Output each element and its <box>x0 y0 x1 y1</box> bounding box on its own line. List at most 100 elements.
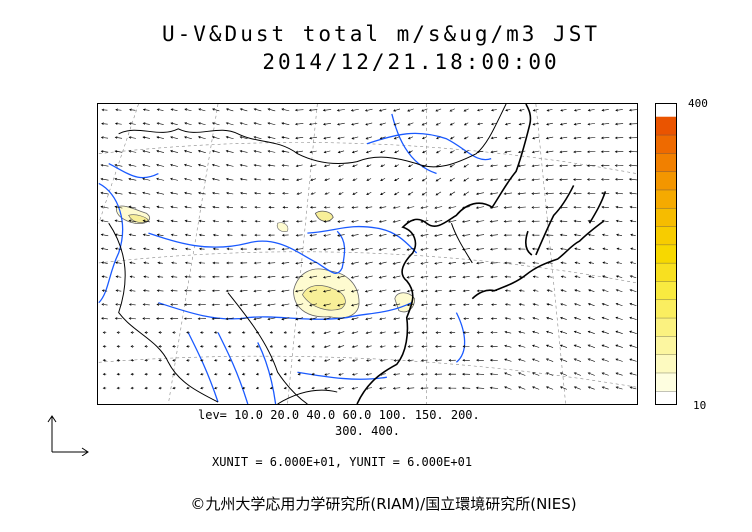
wind-arrow <box>241 358 246 362</box>
wind-arrow <box>241 372 246 376</box>
wind-arrow <box>184 177 192 181</box>
wind-arrow <box>532 261 539 265</box>
wind-arrow <box>532 275 539 278</box>
wind-arrow <box>407 345 414 348</box>
wind-arrow <box>212 191 220 195</box>
wind-arrow <box>144 386 149 390</box>
wind-arrow <box>434 234 443 237</box>
wind-arrow <box>449 150 455 154</box>
wind-arrow <box>101 108 108 112</box>
wind-arrow <box>615 358 623 362</box>
wind-arrow <box>393 345 400 348</box>
wind-arrow <box>378 275 387 279</box>
wind-arrow <box>379 303 387 307</box>
wind-arrow <box>504 317 511 320</box>
wind-arrow <box>573 122 582 126</box>
wind-arrow <box>420 220 429 223</box>
wind-arrow <box>559 178 568 181</box>
wind-arrow <box>504 136 512 140</box>
wind-arrow <box>365 206 373 209</box>
wind-arrow <box>629 289 637 293</box>
wind-arrow <box>297 372 301 376</box>
wind-arrow <box>601 108 609 112</box>
wind-arrow <box>310 192 316 195</box>
colorbar-band <box>656 135 676 154</box>
wind-arrow <box>531 192 540 195</box>
wind-arrow <box>448 220 457 223</box>
wind-arrow <box>364 247 373 251</box>
wind-arrow <box>392 289 401 293</box>
wind-arrow <box>475 247 484 251</box>
wind-arrow <box>337 303 345 307</box>
wind-arrow <box>197 135 206 140</box>
wind-arrow <box>503 233 512 237</box>
colorbar-band <box>656 299 676 319</box>
axis-arrows <box>47 415 89 456</box>
wind-arrow <box>172 331 176 334</box>
wind-arrow <box>545 386 554 390</box>
wind-arrow <box>393 373 400 376</box>
wind-arrow <box>183 149 192 153</box>
wind-arrow <box>573 205 582 209</box>
wind-arrow <box>172 372 176 376</box>
wind-arrow <box>462 345 470 348</box>
wind-arrow <box>546 275 553 278</box>
wind-arrow <box>227 358 232 362</box>
wind-arrow <box>158 372 162 376</box>
wind-arrow <box>211 275 220 279</box>
wind-arrow <box>380 191 386 195</box>
wind-arrow <box>128 191 137 195</box>
wind-arrow <box>503 220 512 223</box>
wind-arrow <box>295 303 304 307</box>
wind-arrow <box>128 317 136 320</box>
wind-arrow <box>351 150 358 154</box>
wind-arrow <box>336 248 345 251</box>
wind-arrow <box>573 108 581 112</box>
wind-arrow <box>517 178 526 182</box>
wind-arrow <box>532 303 539 306</box>
wind-arrow <box>158 358 162 362</box>
wind-arrow <box>198 122 206 126</box>
wind-arrow <box>449 317 456 320</box>
wind-arrow <box>323 289 332 293</box>
wind-arrow <box>407 191 414 196</box>
wind-arrow <box>269 331 274 334</box>
wind-arrow <box>170 247 178 251</box>
wind-arrow <box>310 178 317 181</box>
wind-arrow <box>559 192 568 195</box>
wind-arrow <box>350 303 359 307</box>
colorbar-band <box>656 281 676 301</box>
wind-arrow <box>199 331 204 334</box>
wind-arrow <box>629 358 637 362</box>
wind-arrow <box>559 330 568 334</box>
wind-arrow <box>476 136 484 140</box>
wind-arrow <box>198 191 206 195</box>
wind-arrow <box>489 234 498 237</box>
wind-arrow <box>422 150 427 154</box>
wind-arrow <box>463 108 469 112</box>
wind-arrow <box>449 177 455 182</box>
wind-arrow <box>101 303 108 306</box>
wind-arrow <box>281 247 289 251</box>
wind-arrow <box>283 344 288 348</box>
wind-arrow <box>241 345 246 348</box>
wind-arrow <box>504 330 512 334</box>
wind-arrow <box>517 192 526 195</box>
wind-arrow <box>616 247 622 251</box>
wind-arrow <box>490 317 497 320</box>
wind-arrow <box>434 220 443 223</box>
wind-arrow <box>297 331 301 334</box>
wind-arrow <box>156 191 165 195</box>
wind-arrow <box>294 122 304 126</box>
wind-arrow <box>114 177 123 181</box>
wind-arrow <box>531 219 540 223</box>
wind-arrow <box>435 191 442 196</box>
wind-arrow <box>489 358 498 362</box>
wind-arrow <box>281 108 290 112</box>
wind-arrow <box>308 122 318 126</box>
wind-arrow <box>504 372 512 376</box>
wind-arrow <box>392 206 401 209</box>
wind-arrow <box>350 275 359 279</box>
wind-arrow <box>574 247 581 251</box>
colorbar-band <box>656 116 676 136</box>
